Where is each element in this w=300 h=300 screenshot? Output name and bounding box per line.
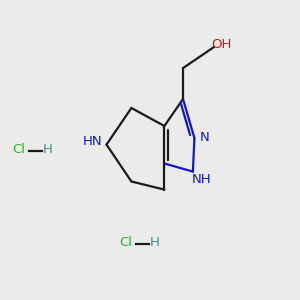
Text: N: N (200, 131, 209, 144)
Text: H: H (43, 143, 52, 156)
Text: NH: NH (191, 172, 211, 186)
Text: H: H (150, 236, 159, 249)
Text: OH: OH (211, 38, 232, 51)
Text: HN: HN (83, 135, 103, 148)
Text: Cl: Cl (12, 143, 26, 156)
Text: Cl: Cl (119, 236, 133, 249)
